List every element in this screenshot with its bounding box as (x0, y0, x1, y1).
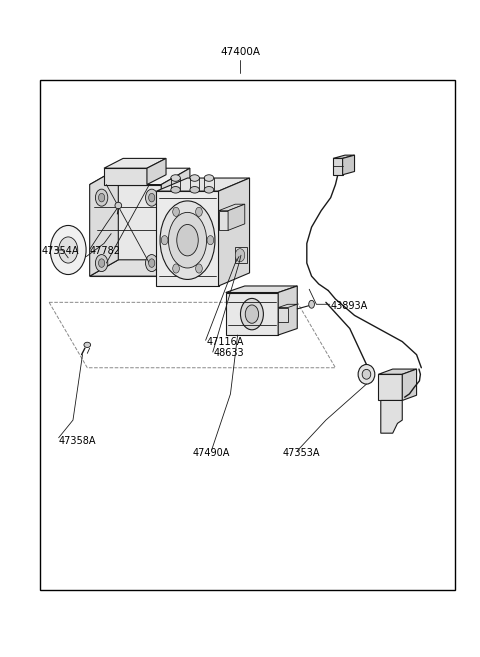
Ellipse shape (171, 175, 180, 181)
Ellipse shape (190, 187, 199, 193)
Ellipse shape (309, 300, 314, 308)
Polygon shape (226, 292, 278, 335)
Text: 47116A: 47116A (206, 336, 244, 347)
Ellipse shape (50, 225, 86, 275)
Polygon shape (343, 155, 355, 175)
Text: 47353A: 47353A (283, 448, 321, 458)
Polygon shape (226, 286, 297, 292)
Text: 47354A: 47354A (42, 246, 80, 256)
Polygon shape (90, 185, 161, 276)
Ellipse shape (358, 365, 375, 384)
Polygon shape (161, 168, 190, 276)
Polygon shape (90, 168, 190, 185)
Circle shape (98, 259, 105, 267)
Circle shape (145, 254, 158, 271)
Polygon shape (333, 158, 343, 175)
Ellipse shape (115, 202, 121, 209)
Polygon shape (278, 286, 297, 335)
Polygon shape (156, 191, 218, 286)
Polygon shape (333, 155, 355, 158)
Bar (39, 80, 455, 590)
Text: 47400A: 47400A (220, 47, 260, 57)
Polygon shape (218, 211, 228, 231)
Polygon shape (218, 178, 250, 286)
Circle shape (98, 193, 105, 202)
Circle shape (173, 207, 180, 216)
Ellipse shape (59, 237, 78, 263)
Circle shape (161, 236, 168, 245)
Circle shape (145, 189, 158, 206)
Polygon shape (228, 204, 245, 231)
Ellipse shape (168, 212, 206, 268)
Polygon shape (278, 304, 297, 307)
Ellipse shape (362, 369, 371, 379)
Circle shape (96, 189, 108, 206)
Circle shape (207, 236, 214, 245)
Circle shape (149, 259, 155, 267)
Polygon shape (104, 158, 166, 168)
Polygon shape (90, 260, 190, 276)
Ellipse shape (245, 305, 259, 323)
Circle shape (196, 264, 202, 273)
Ellipse shape (177, 225, 198, 256)
Ellipse shape (171, 187, 180, 193)
Polygon shape (378, 374, 402, 401)
Ellipse shape (204, 187, 214, 193)
Polygon shape (90, 168, 118, 276)
Circle shape (173, 264, 180, 273)
Ellipse shape (190, 175, 199, 181)
Polygon shape (104, 168, 147, 185)
Text: 47358A: 47358A (59, 436, 96, 446)
Circle shape (235, 249, 245, 261)
Ellipse shape (84, 342, 91, 348)
Circle shape (96, 254, 108, 271)
Polygon shape (218, 204, 245, 211)
Polygon shape (235, 247, 247, 263)
Polygon shape (156, 178, 250, 191)
Circle shape (196, 207, 202, 216)
Polygon shape (381, 401, 402, 433)
Text: 47490A: 47490A (192, 448, 229, 458)
Text: 43893A: 43893A (331, 301, 368, 311)
Ellipse shape (160, 201, 215, 279)
Polygon shape (402, 369, 417, 401)
Ellipse shape (240, 298, 264, 330)
Ellipse shape (204, 175, 214, 181)
Polygon shape (278, 307, 288, 322)
Text: 47782: 47782 (90, 246, 120, 256)
Text: 48633: 48633 (214, 348, 244, 358)
Polygon shape (378, 369, 417, 374)
Polygon shape (147, 158, 166, 185)
Circle shape (149, 193, 155, 202)
